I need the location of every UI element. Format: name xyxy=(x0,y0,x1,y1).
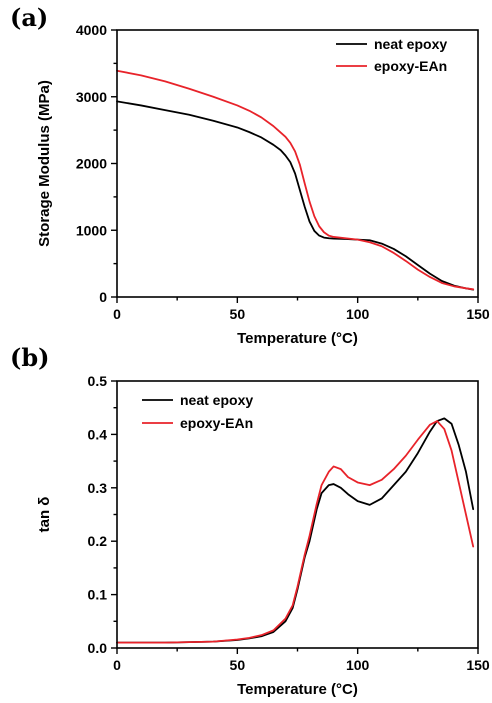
legend: neat epoxy epoxy-EAn xyxy=(336,36,447,74)
series-line-epoxy-ean xyxy=(116,69,475,291)
chart-panel-a: (a) 0 50 100 150 0 1000 2000 3000 4000 Temperature… xyxy=(10,3,490,347)
legend-label-epoxy-ean: epoxy-EAn xyxy=(180,415,253,431)
y-tick-label: 3000 xyxy=(76,89,107,105)
legend: neat epoxy epoxy-EAn xyxy=(142,392,253,431)
y-tick-label: 0.2 xyxy=(88,533,108,549)
x-tick-label: 100 xyxy=(346,657,370,673)
legend-label-epoxy-ean: epoxy-EAn xyxy=(374,58,447,74)
x-tick-label: 0 xyxy=(113,657,121,673)
legend-label-neat-epoxy: neat epoxy xyxy=(180,392,253,408)
panel-label: (b) xyxy=(10,343,50,372)
y-axis-title: Storage Modulus (MPa) xyxy=(36,80,53,247)
y-tick-label: 0.3 xyxy=(88,480,108,496)
y-tick-label: 0.5 xyxy=(88,373,108,389)
x-tick-label: 150 xyxy=(466,306,490,322)
x-tick-label: 150 xyxy=(466,657,490,673)
series-line-epoxy-ean xyxy=(116,420,475,644)
series-line-neat-epoxy xyxy=(116,417,475,644)
legend-label-neat-epoxy: neat epoxy xyxy=(374,36,447,52)
y-tick-label: 1000 xyxy=(76,222,107,238)
y-tick-label: 4000 xyxy=(76,22,107,38)
x-tick-label: 0 xyxy=(113,306,121,322)
x-tick-label: 100 xyxy=(346,306,370,322)
y-tick-label: 0.1 xyxy=(88,587,108,603)
x-tick-label: 50 xyxy=(230,306,246,322)
y-tick-label: 0 xyxy=(99,289,107,305)
chart-panel-b: (b) 0 50 100 150 0.0 0.1 0.2 0.3 0.4 0.5 Temperatur… xyxy=(10,343,490,698)
plot-frame xyxy=(116,380,479,649)
x-axis-title: Temperature (°C) xyxy=(237,330,358,347)
series-line-neat-epoxy xyxy=(116,100,475,291)
y-tick-label: 0.4 xyxy=(88,426,108,442)
y-tick-label: 0.0 xyxy=(88,640,108,656)
x-axis-title: Temperature (°C) xyxy=(237,681,358,698)
y-tick-label: 2000 xyxy=(76,156,107,172)
x-tick-label: 50 xyxy=(230,657,246,673)
panel-label: (a) xyxy=(10,3,48,32)
y-axis-title: tan δ xyxy=(36,497,53,533)
